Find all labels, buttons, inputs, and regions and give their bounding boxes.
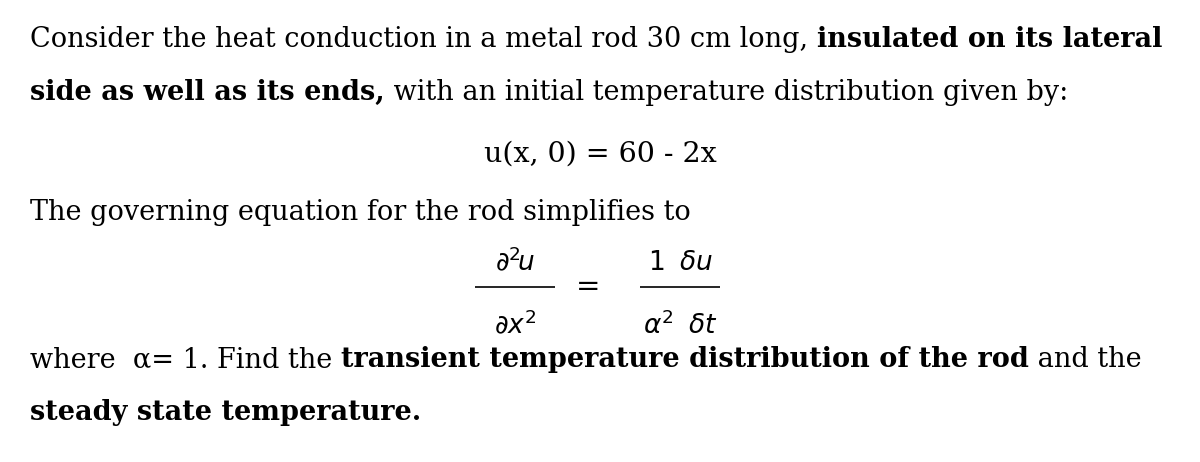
Text: with an initial temperature distribution given by:: with an initial temperature distribution… bbox=[385, 79, 1068, 106]
Text: u(x, 0) = 60 - 2x: u(x, 0) = 60 - 2x bbox=[484, 141, 716, 168]
Text: where  α= 1. Find the: where α= 1. Find the bbox=[30, 346, 341, 373]
Text: steady state temperature.: steady state temperature. bbox=[30, 399, 421, 426]
Text: $\partial x^2$: $\partial x^2$ bbox=[493, 310, 536, 339]
Text: $1 \;\; \delta u$: $1 \;\; \delta u$ bbox=[648, 250, 713, 275]
Text: Consider the heat conduction in a metal rod 30 cm long,: Consider the heat conduction in a metal … bbox=[30, 26, 817, 53]
Text: =: = bbox=[576, 273, 600, 301]
Text: The governing equation for the rod simplifies to: The governing equation for the rod simpl… bbox=[30, 199, 691, 226]
Text: $\alpha^2 \;\; \delta t$: $\alpha^2 \;\; \delta t$ bbox=[643, 310, 718, 339]
Text: transient temperature distribution of the rod: transient temperature distribution of th… bbox=[341, 346, 1028, 373]
Text: insulated on its lateral: insulated on its lateral bbox=[817, 26, 1162, 53]
Text: side as well as its ends,: side as well as its ends, bbox=[30, 79, 385, 106]
Text: and the: and the bbox=[1028, 346, 1141, 373]
Text: $\partial^2\!u$: $\partial^2\!u$ bbox=[496, 246, 535, 275]
